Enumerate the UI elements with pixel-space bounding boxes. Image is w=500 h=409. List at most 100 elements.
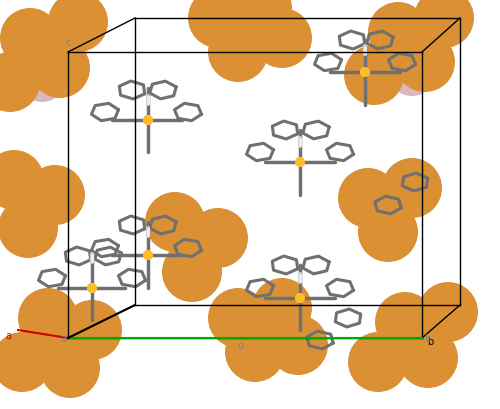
Circle shape	[42, 340, 96, 394]
Circle shape	[35, 44, 81, 90]
Circle shape	[18, 220, 24, 226]
Circle shape	[210, 231, 212, 233]
Circle shape	[235, 333, 269, 366]
Circle shape	[233, 23, 268, 58]
Circle shape	[39, 310, 43, 315]
Circle shape	[208, 229, 216, 237]
Circle shape	[360, 67, 369, 76]
Circle shape	[211, 25, 263, 77]
Circle shape	[190, 0, 246, 45]
Text: b: b	[424, 334, 430, 344]
Circle shape	[62, 361, 64, 363]
Circle shape	[81, 320, 91, 330]
Circle shape	[340, 170, 396, 226]
Circle shape	[222, 302, 246, 326]
Circle shape	[387, 164, 433, 209]
Circle shape	[426, 1, 454, 29]
Circle shape	[270, 27, 282, 39]
Circle shape	[33, 70, 41, 78]
Circle shape	[352, 53, 392, 93]
Circle shape	[1, 342, 37, 378]
Circle shape	[242, 340, 256, 355]
Circle shape	[225, 322, 285, 382]
Circle shape	[361, 68, 368, 75]
Circle shape	[419, 0, 465, 40]
Circle shape	[380, 14, 409, 44]
Circle shape	[258, 284, 302, 328]
Circle shape	[32, 204, 33, 206]
Circle shape	[223, 38, 243, 58]
Circle shape	[419, 283, 477, 341]
Circle shape	[427, 292, 463, 328]
Circle shape	[350, 335, 404, 389]
Circle shape	[0, 56, 34, 106]
Circle shape	[0, 59, 29, 101]
Circle shape	[0, 8, 60, 68]
Text: c: c	[66, 38, 71, 48]
Circle shape	[16, 26, 32, 42]
Circle shape	[204, 6, 220, 22]
Circle shape	[182, 263, 190, 271]
Circle shape	[237, 335, 265, 363]
Circle shape	[150, 198, 196, 244]
Circle shape	[20, 290, 76, 346]
Circle shape	[88, 285, 94, 291]
Circle shape	[348, 332, 408, 392]
Circle shape	[351, 52, 393, 94]
Circle shape	[412, 343, 434, 365]
Circle shape	[2, 9, 58, 65]
Circle shape	[171, 234, 211, 274]
Circle shape	[28, 299, 62, 333]
Circle shape	[88, 283, 96, 292]
Circle shape	[143, 115, 153, 125]
Circle shape	[12, 353, 20, 361]
Circle shape	[404, 65, 409, 70]
Circle shape	[402, 332, 452, 382]
Circle shape	[168, 231, 216, 279]
Circle shape	[398, 59, 419, 80]
Circle shape	[88, 284, 96, 292]
Circle shape	[20, 192, 53, 225]
Circle shape	[73, 312, 104, 342]
Circle shape	[436, 11, 438, 13]
Circle shape	[146, 253, 148, 256]
Circle shape	[50, 349, 82, 381]
Circle shape	[409, 47, 431, 69]
Circle shape	[274, 301, 276, 303]
Circle shape	[32, 40, 88, 96]
Circle shape	[204, 226, 220, 242]
Circle shape	[366, 195, 413, 241]
Circle shape	[196, 217, 234, 255]
Circle shape	[350, 334, 406, 390]
Circle shape	[228, 309, 235, 317]
Circle shape	[247, 328, 260, 341]
Circle shape	[428, 292, 462, 326]
Circle shape	[371, 216, 397, 242]
Circle shape	[88, 285, 94, 290]
Circle shape	[297, 295, 302, 300]
Circle shape	[57, 2, 93, 38]
Circle shape	[367, 211, 403, 247]
Circle shape	[217, 298, 253, 334]
Circle shape	[90, 287, 91, 288]
Circle shape	[279, 327, 309, 357]
Circle shape	[143, 115, 153, 125]
Circle shape	[7, 208, 43, 244]
Circle shape	[374, 219, 392, 237]
Circle shape	[189, 0, 247, 47]
Circle shape	[426, 291, 464, 329]
Circle shape	[264, 291, 292, 319]
Circle shape	[362, 206, 412, 256]
Circle shape	[236, 334, 266, 364]
Circle shape	[416, 54, 420, 58]
Circle shape	[22, 293, 70, 341]
Circle shape	[222, 36, 246, 61]
Circle shape	[29, 169, 79, 219]
Circle shape	[400, 340, 425, 366]
Circle shape	[271, 298, 281, 308]
Circle shape	[17, 218, 27, 228]
Circle shape	[8, 350, 24, 366]
Circle shape	[0, 63, 22, 95]
Circle shape	[263, 20, 293, 50]
Circle shape	[0, 65, 19, 92]
